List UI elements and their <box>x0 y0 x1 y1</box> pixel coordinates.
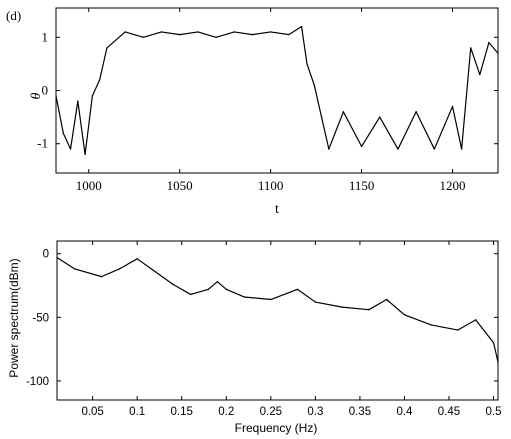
spectrum-y-tick-label: -100 <box>26 376 49 388</box>
theta-data-point <box>320 116 323 118</box>
spectrum-x-tick-label: 0.05 <box>81 406 103 418</box>
theta-x-tick-label: 1200 <box>440 178 466 193</box>
theta-data-point <box>142 36 145 38</box>
theta-data-point <box>306 63 308 65</box>
theta-y-tick-label: -1 <box>37 136 48 151</box>
theta-data-point <box>233 31 235 33</box>
spectrum-x-tick-label: 0.1 <box>129 406 145 418</box>
spectrum-x-tick-label: 0.25 <box>260 406 282 418</box>
theta-data-point <box>460 148 463 150</box>
theta-data-point <box>433 148 436 150</box>
theta-data-point <box>288 33 290 36</box>
theta-data-point <box>470 47 472 49</box>
theta-y-tick-label: 0 <box>42 83 49 98</box>
theta-data-point <box>197 31 199 33</box>
theta-data-point <box>415 111 417 113</box>
theta-time-chart: 1000 1050 1100 1150 1200 1 0 -1 t θ <box>29 7 499 217</box>
spectrum-x-tick-label: 0.5 <box>486 406 502 418</box>
spectrum-data-point <box>207 288 210 291</box>
power-spectrum-series <box>56 256 499 363</box>
theta-x-tick-label: 1150 <box>349 178 375 193</box>
spectrum-x-tick-label: 0.15 <box>171 406 193 418</box>
spectrum-plot-frame <box>56 240 499 401</box>
spectrum-y-tick-label: 0 <box>43 249 49 261</box>
theta-x-tick-label: 1050 <box>167 178 193 193</box>
theta-data-point <box>91 95 94 97</box>
theta-y-ticks: 1 0 -1 <box>37 29 498 151</box>
theta-data-point <box>479 73 481 76</box>
spectrum-data-point <box>314 301 317 303</box>
theta-data-point <box>397 148 399 150</box>
theta-data-point <box>215 36 217 38</box>
theta-series-line <box>55 26 499 155</box>
panel-label: (d) <box>6 8 21 23</box>
power-spectrum-chart: 0.05 0.1 0.15 0.2 0.25 0.3 0.35 0.4 0.45 0.5 0 -50… <box>7 240 502 435</box>
theta-data-point <box>178 33 181 36</box>
theta-data-point <box>379 116 381 118</box>
spectrum-data-point <box>403 314 406 316</box>
spectrum-data-point <box>385 298 388 301</box>
theta-data-point <box>84 153 86 156</box>
spectrum-x-tick-label: 0.2 <box>218 406 234 418</box>
theta-data-point <box>360 145 363 148</box>
spectrum-y-ticks: 0 -50 -100 <box>26 249 498 388</box>
spectrum-x-axis-label: Frequency (Hz) <box>235 421 318 435</box>
theta-x-tick-label: 1100 <box>258 178 284 193</box>
theta-data-point <box>328 148 330 150</box>
spectrum-data-point <box>100 275 103 278</box>
theta-x-ticks: 1000 1050 1100 1150 1200 <box>76 8 466 193</box>
theta-data-point <box>313 84 315 86</box>
spectrum-y-tick-label: -50 <box>32 312 49 324</box>
spectrum-data-point <box>136 258 138 260</box>
spectrum-data-point <box>341 306 343 308</box>
spectrum-data-point <box>492 342 495 344</box>
spectrum-x-tick-label: 0.4 <box>396 406 413 418</box>
theta-data-point <box>488 41 490 44</box>
spectrum-x-tick-label: 0.45 <box>438 406 460 418</box>
theta-data-point <box>160 31 163 33</box>
spectrum-data-point <box>118 268 121 270</box>
spectrum-data-point <box>243 296 245 298</box>
spectrum-data-point <box>216 281 219 283</box>
theta-data-point <box>269 31 272 33</box>
spectrum-data-point <box>154 270 156 273</box>
spectrum-data-point <box>457 329 459 331</box>
theta-data-point <box>124 31 126 33</box>
spectrum-data-point <box>172 283 174 285</box>
theta-time-series <box>55 25 499 156</box>
theta-data-point <box>300 25 303 28</box>
theta-data-point <box>69 148 72 150</box>
spectrum-data-point <box>296 288 299 291</box>
theta-data-point <box>98 79 101 81</box>
theta-y-axis-label: θ <box>29 92 44 99</box>
spectrum-y-axis-label: Power spectrum(dBm) <box>7 258 21 377</box>
spectrum-series-line <box>56 257 499 362</box>
theta-data-point <box>342 111 345 113</box>
spectrum-data-point <box>368 308 370 311</box>
theta-x-axis-label: t <box>275 202 279 217</box>
spectrum-data-point <box>74 268 76 270</box>
theta-y-tick-label: 1 <box>42 29 49 44</box>
spectrum-data-point <box>189 293 192 296</box>
theta-data-point <box>62 132 64 134</box>
theta-data-point <box>251 33 254 36</box>
theta-x-tick-label: 1000 <box>76 178 102 193</box>
spectrum-data-point <box>430 324 432 326</box>
theta-data-point <box>106 47 108 49</box>
spectrum-data-point <box>225 288 227 291</box>
spectrum-x-tick-label: 0.3 <box>307 406 323 418</box>
spectrum-x-ticks: 0.05 0.1 0.15 0.2 0.25 0.3 0.35 0.4 0.45 0.5 <box>81 241 502 418</box>
spectrum-x-tick-label: 0.35 <box>349 406 371 418</box>
spectrum-data-point <box>475 319 477 321</box>
spectrum-data-point <box>270 298 272 301</box>
theta-data-point <box>77 100 79 102</box>
theta-data-point <box>451 105 454 108</box>
